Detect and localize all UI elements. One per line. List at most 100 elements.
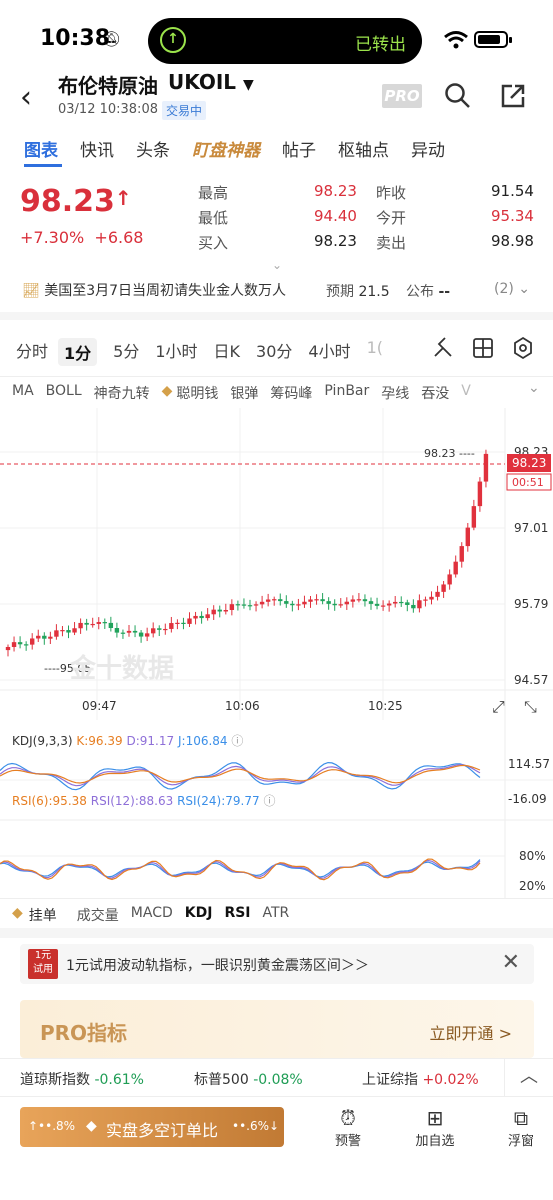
period-timeline[interactable]: 分时 [16, 342, 49, 361]
low-label: 最低 [198, 209, 229, 227]
promo-banner[interactable]: 1元 试用 1元试用波动轨指标，一眼识别黄金震荡区间＞＞ ✕ [20, 944, 534, 984]
settings-hex-icon[interactable] [512, 336, 534, 360]
tab-underline [24, 164, 62, 167]
ind-boll[interactable]: BOLL [45, 383, 82, 399]
candle-body [42, 635, 47, 639]
index-sp500[interactable]: 标普500 -0.08% [194, 1072, 303, 1088]
high-label: 最高 [198, 184, 229, 202]
ind-silver-bullet[interactable]: 银弹 [230, 386, 259, 402]
chart-trend-icon: 📈︎ [22, 283, 40, 299]
tab-pivot[interactable]: 枢轴点 [338, 141, 389, 161]
add-watchlist-button[interactable]: ⊞ 加自选 [405, 1106, 465, 1149]
collapse-chevron-icon[interactable]: ⌄ [528, 380, 540, 396]
candle-body [163, 628, 168, 631]
long-short-ratio-button[interactable]: ↑••.8% ◆ 实盘多空订单比 ••.6%↓ [20, 1107, 284, 1147]
candle-body [11, 642, 17, 647]
search-icon[interactable] [444, 82, 472, 110]
candle-body [78, 622, 83, 629]
period-4h[interactable]: 4小时 [308, 342, 351, 361]
bid-value: 98.23 [314, 232, 357, 250]
tab-headlines[interactable]: 头条 [136, 141, 170, 161]
candle-body [60, 630, 65, 632]
candle-body [477, 481, 483, 507]
activate-button[interactable]: 立即开通 > [429, 1024, 513, 1043]
ind-ma[interactable]: MA [12, 383, 34, 399]
tab-posts[interactable]: 帖子 [282, 141, 316, 161]
layout-grid-icon[interactable] [472, 337, 494, 359]
subtab-macd[interactable]: MACD [130, 905, 173, 921]
period-1m[interactable]: 1分 [58, 338, 98, 366]
ind-more[interactable]: V [461, 383, 471, 399]
countdown-tag [506, 473, 552, 491]
open-label: 今开 [376, 209, 407, 227]
expand-chevron-icon[interactable]: ⌄ [272, 258, 283, 272]
candle-body [23, 644, 29, 646]
wifi-icon [444, 31, 468, 49]
share-icon[interactable] [499, 82, 527, 110]
subtab-atr[interactable]: ATR [262, 905, 290, 921]
ind-nine[interactable]: 神奇九转 [93, 386, 150, 402]
period-5m[interactable]: 5分 [113, 342, 140, 361]
candle-body [114, 628, 120, 633]
float-window-button[interactable]: ⧉ 浮窗 [491, 1106, 551, 1149]
candle-body [199, 615, 204, 619]
tab-news[interactable]: 快讯 [80, 141, 114, 161]
period-more[interactable]: 1( [366, 338, 384, 357]
section-divider [0, 312, 553, 320]
subtab-volume[interactable]: 成交量 [76, 908, 119, 924]
y-tick-label: 97.01 [514, 521, 548, 535]
subtab-rsi[interactable]: RSI [224, 905, 251, 921]
candle-body [453, 561, 458, 575]
price-chart[interactable]: 98.23 97.01 95.79 94.57 09:47 10:06 10:25 98.23… [0, 408, 553, 898]
candle-body [17, 642, 23, 645]
index-ticker-bar[interactable]: 道琼斯指数 -0.61% 标普500 -0.08% 上证综指 +0.02% ︿ [0, 1058, 553, 1097]
alarm-icon: ⏰︎ [340, 1106, 356, 1130]
candle-body [386, 603, 392, 606]
ind-smart-money[interactable]: 聪明钱 [176, 386, 219, 402]
ind-harami[interactable]: 孕线 [381, 386, 410, 402]
tab-movement[interactable]: 异动 [411, 141, 445, 161]
pro-button[interactable]: PRO [382, 84, 422, 108]
kdj-y-tick: -16.09 [508, 792, 547, 806]
kdj-legend: KDJ(9,3,3) K:96.39 D:91.17 J:106.84 ⓘ [12, 734, 244, 748]
candle-body [290, 603, 295, 606]
ind-chip-peak[interactable]: 筹码峰 [270, 386, 313, 402]
ind-pinbar[interactable]: PinBar [324, 383, 370, 399]
period-30m[interactable]: 30分 [256, 342, 293, 361]
dynamic-island[interactable]: ↑ 已转出 [148, 18, 422, 64]
tab-chart[interactable]: 图表 [24, 141, 58, 161]
period-1h[interactable]: 1小时 [155, 342, 198, 361]
index-dow[interactable]: 道琼斯指数 -0.61% [20, 1072, 144, 1088]
candle-body [362, 599, 368, 602]
info-icon[interactable]: ⓘ [263, 794, 276, 808]
ind-engulf[interactable]: 吞没 [421, 386, 450, 402]
kdj-d-line [0, 764, 481, 787]
x-tick-label: 10:25 [368, 699, 403, 713]
tab-watch-tool[interactable]: 盯盘神器 [192, 141, 260, 161]
candle-body [447, 574, 452, 585]
alert-button[interactable]: ⏰︎ 预警 [318, 1106, 378, 1149]
candle-body [356, 599, 362, 601]
back-icon[interactable]: ‹ [20, 80, 32, 115]
expand-up-icon[interactable]: ︿ [504, 1059, 553, 1097]
bid-label: 买入 [198, 234, 229, 252]
symbol-selector[interactable]: UKOIL ▼ [168, 70, 254, 94]
subtab-kdj[interactable]: KDJ [184, 905, 213, 921]
period-daily[interactable]: 日K [213, 342, 241, 361]
candle-body [229, 604, 235, 610]
candle-body [193, 615, 198, 619]
subtab-orders[interactable]: 挂单 [28, 908, 57, 924]
event-row[interactable]: 📈︎ 美国至3月7日当周初请失业金人数万人 [22, 280, 286, 300]
rsi24-line [0, 859, 481, 878]
y-tick-label: 95.79 [514, 597, 548, 611]
index-shanghai[interactable]: 上证综指 +0.02% [362, 1072, 479, 1088]
pro-indicator-banner[interactable]: PRO指标 立即开通 > [20, 1000, 534, 1058]
candle-body [211, 609, 216, 615]
close-icon[interactable]: ✕ [501, 950, 520, 975]
diamond-icon: ◆ [161, 383, 173, 399]
info-icon[interactable]: ⓘ [231, 734, 244, 748]
event-count[interactable]: (2) ⌄ [494, 281, 531, 297]
draw-tool-icon[interactable] [431, 336, 455, 360]
candle-body [30, 638, 35, 645]
pro-banner-title: PRO指标 [40, 1021, 128, 1045]
